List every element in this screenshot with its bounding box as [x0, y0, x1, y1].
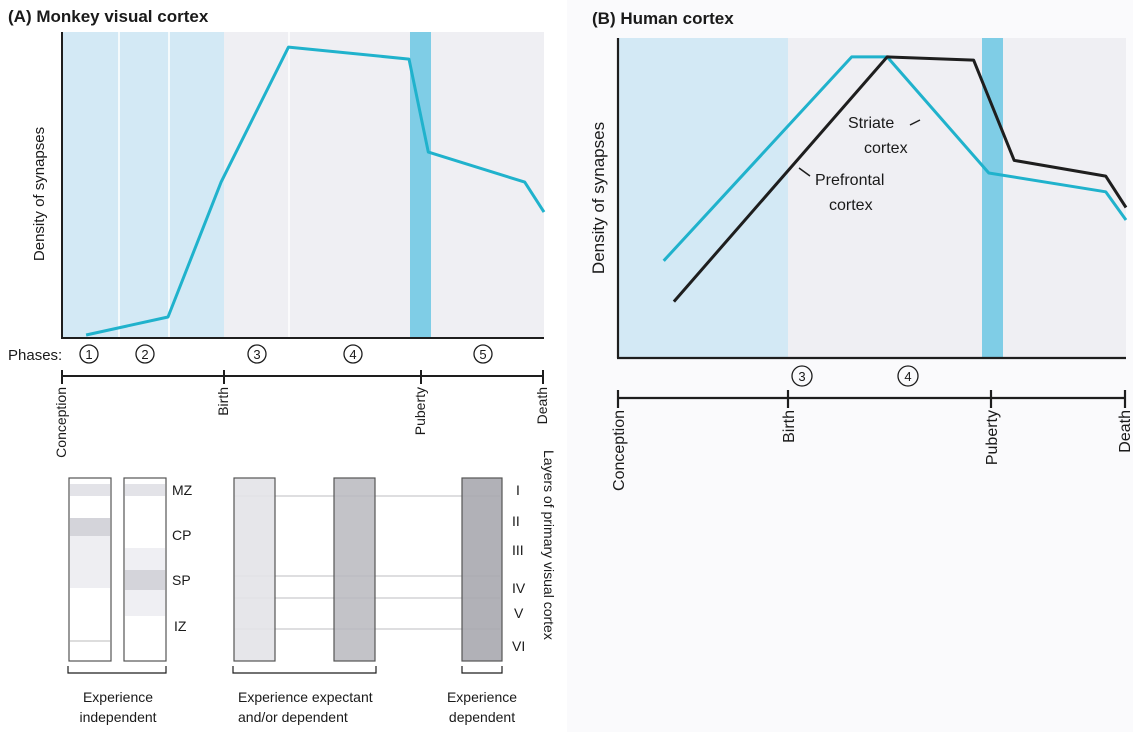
zone-label-mz: MZ	[172, 482, 193, 498]
zone-shade	[125, 590, 165, 616]
annotation-prefrontal-line2: cortex	[829, 197, 873, 214]
phase-marker-2: 2	[135, 344, 155, 364]
phase-circle	[897, 365, 919, 387]
phase-circle	[135, 344, 155, 364]
caption-expectant-line2: and/or dependent	[238, 709, 348, 725]
panel-b-timeline: Conception Birth Puberty Death	[611, 390, 1133, 491]
column-experience-expectant-dark	[333, 477, 376, 662]
phase-number: 3	[798, 369, 805, 384]
phase-marker-5: 5	[473, 344, 493, 364]
panel-a-density-line	[85, 45, 546, 337]
layer-label-iv: IV	[512, 580, 526, 596]
panel-a-y-axis-label: Density of synapses	[31, 127, 48, 261]
column-experience-independent-1	[68, 477, 112, 662]
timeline-label-death: Death	[534, 387, 550, 424]
panel-a-timeline: Conception Birth Puberty Death	[53, 370, 550, 458]
annotation-striate-line2: cortex	[864, 140, 908, 157]
panel-a-plot-area	[62, 32, 544, 338]
phase-circle	[473, 344, 493, 364]
annotation-prefrontal-line1: Prefrontal	[815, 172, 884, 189]
phases-label: Phases:	[8, 347, 62, 364]
caption-dependent-line2: dependent	[449, 709, 515, 725]
phase-number: 4	[904, 369, 911, 384]
column-experience-dependent	[461, 477, 503, 662]
zone-label-cp: CP	[172, 527, 191, 543]
layer-label-ii: II	[512, 513, 520, 529]
phase-number: 1	[85, 347, 92, 362]
column-experience-expectant-light	[233, 477, 276, 662]
timeline-label-puberty: Puberty	[412, 387, 428, 435]
timeline-label-birth: Birth	[215, 387, 231, 416]
column-experience-independent-2	[123, 477, 167, 662]
phase-number: 3	[253, 347, 260, 362]
bracket-expectant	[232, 666, 377, 674]
panel-a-puberty-band	[410, 32, 431, 338]
zone-shade	[70, 484, 110, 496]
layers-side-title: Layers of primary visual cortex	[541, 450, 557, 640]
timeline-label-conception: Conception	[53, 387, 69, 458]
zone-label-iz: IZ	[174, 618, 187, 634]
timeline-label-conception: Conception	[611, 410, 628, 491]
phase-number: 5	[479, 347, 486, 362]
phase-circle	[79, 344, 99, 364]
bracket-dependent	[461, 666, 503, 674]
zone-label-sp: SP	[172, 572, 191, 588]
layer-label-v: V	[514, 605, 524, 621]
phase-circle	[343, 344, 363, 364]
annotation-striate-pointer	[909, 119, 921, 126]
timeline-label-puberty: Puberty	[984, 410, 1001, 465]
annotation-striate-line1: Striate	[848, 115, 894, 132]
layer-label-iii: III	[512, 542, 524, 558]
zone-shade	[70, 536, 110, 588]
timeline-label-birth: Birth	[781, 410, 798, 443]
panel-b-prenatal-shade	[618, 38, 788, 358]
phase-circle	[247, 344, 267, 364]
panel-b-prefrontal-line	[672, 55, 1128, 303]
phase-marker-1: 1	[79, 344, 99, 364]
layer-label-i: I	[516, 482, 520, 498]
panel-b-phase-marker-3: 3	[791, 365, 813, 387]
phase-marker-3: 3	[247, 344, 267, 364]
phase-number: 4	[349, 347, 356, 362]
bracket-independent	[67, 666, 167, 674]
panel-b-phase-marker-4: 4	[897, 365, 919, 387]
panel-b-title: (B) Human cortex	[592, 9, 734, 28]
zone-shade	[125, 548, 165, 570]
timeline-label-death: Death	[1117, 410, 1133, 453]
zone-shade	[70, 518, 110, 536]
caption-independent-line1: Experience	[83, 689, 153, 705]
layer-label-vi: VI	[512, 638, 525, 654]
caption-dependent-line1: Experience	[447, 689, 517, 705]
panel-b-striate-line	[662, 55, 1128, 262]
phase-circle	[791, 365, 813, 387]
caption-independent-line2: independent	[79, 709, 156, 725]
panel-b: (B) Human cortex Density of synapses Str…	[567, 0, 1133, 732]
panel-b-y-axis-label: Density of synapses	[589, 122, 608, 274]
layer-diagram: MZ CP SP IZ I II III IV V VI Layers of p…	[67, 450, 557, 725]
panel-a-prenatal-shade	[62, 32, 224, 338]
phase-number: 2	[141, 347, 148, 362]
zone-shade	[125, 570, 165, 590]
annotation-prefrontal-pointer	[798, 167, 811, 177]
zone-shade	[125, 484, 165, 496]
caption-expectant-line1: Experience expectant	[238, 689, 373, 705]
phase-marker-4: 4	[343, 344, 363, 364]
panel-b-plot-area	[618, 38, 1126, 358]
panel-a: (A) Monkey visual cortex Density of syna…	[8, 7, 550, 458]
panel-a-title: (A) Monkey visual cortex	[8, 7, 209, 26]
